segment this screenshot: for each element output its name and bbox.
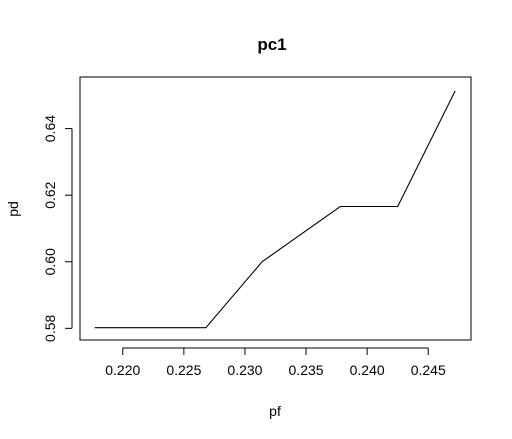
y-tick-label: 0.64 (42, 115, 58, 142)
chart-title: pc1 (257, 35, 286, 54)
y-axis-label: pd (5, 201, 21, 217)
y-tick-label: 0.62 (42, 181, 58, 208)
x-tick-label: 0.235 (289, 362, 324, 378)
series-line (94, 90, 456, 329)
plot-area-frame (79, 76, 472, 341)
y-tick-label: 0.60 (42, 248, 58, 275)
y-axis: 0.58 0.60 0.62 0.64 (42, 115, 73, 342)
y-tick-label: 0.58 (42, 315, 58, 342)
x-tick-label: 0.245 (411, 362, 446, 378)
x-tick-label: 0.220 (105, 362, 140, 378)
x-tick-label: 0.240 (350, 362, 385, 378)
x-axis-label: pf (269, 403, 281, 419)
x-tick-label: 0.230 (227, 362, 262, 378)
x-axis: 0.220 0.225 0.230 0.235 0.240 0.245 (105, 347, 446, 378)
x-tick-label: 0.225 (166, 362, 201, 378)
